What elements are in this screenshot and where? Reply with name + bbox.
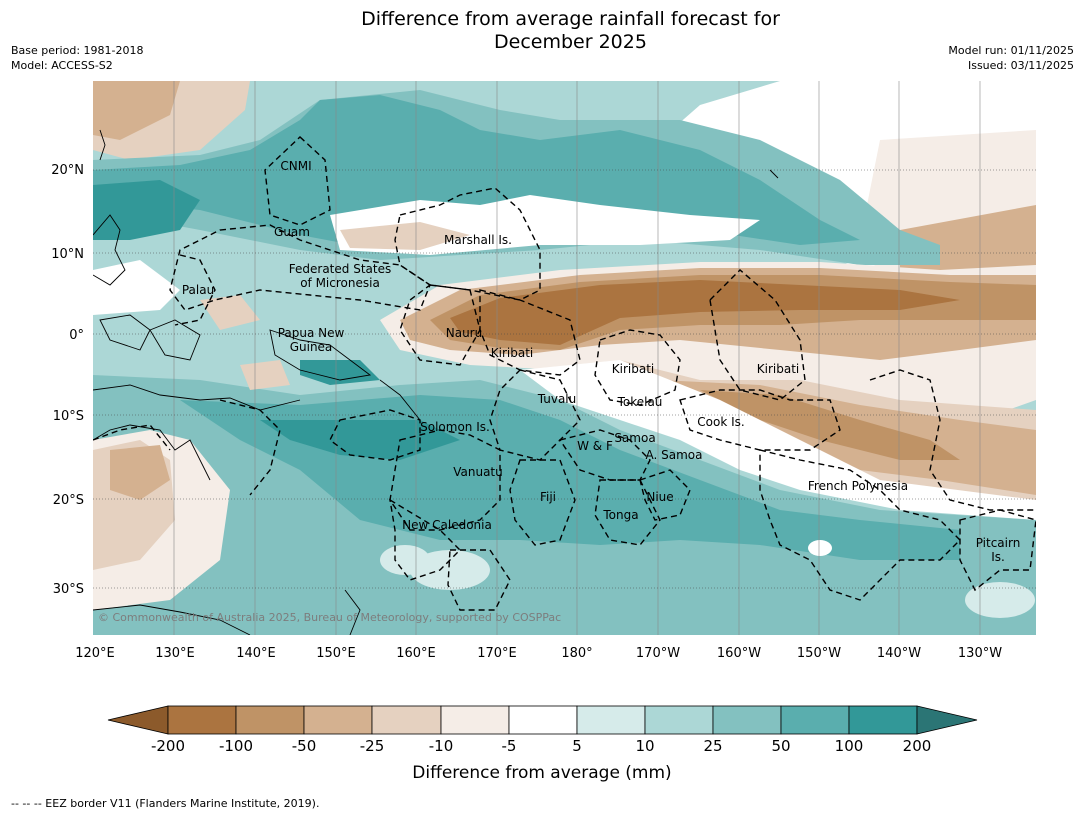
colorbar-bin [576,705,646,735]
label-new-caledonia: New Caledonia [402,518,492,532]
label-niue: Niue [646,490,673,504]
lon-tick: 180° [561,646,592,661]
colorbar-right-extension [916,705,978,735]
lat-tick: 20°N [51,163,84,178]
eez-footnote: -- -- -- EEZ border V11 (Flanders Marine… [11,797,320,810]
lon-tick: 140°W [877,646,921,661]
meta-right: Model run: 01/11/2025 Issued: 03/11/2025 [948,43,1074,73]
lat-tick: 10°N [51,247,84,262]
meta-left: Base period: 1981-2018 Model: ACCESS-S2 [11,43,143,73]
label-cnmi: CNMI [280,159,311,173]
label-palau: Palau [182,283,214,297]
colorbar-tick: 50 [771,737,790,755]
colorbar-tick: -5 [502,737,517,755]
colorbar-tick: 200 [903,737,932,755]
place-labels: CNMI Guam Marshall Is. Federated States … [98,159,1020,624]
lon-tick: 150°W [797,646,841,661]
colorbar: -200 -100 -50 -25 -10 -5 5 10 25 50 100 … [107,705,978,783]
label-samoa: Samoa [614,431,655,445]
colorbar-bin [440,705,510,735]
colorbar-tick: 100 [835,737,864,755]
rainfall-anomaly-field [93,81,1036,635]
copyright-notice: © Commonwealth of Australia 2025, Bureau… [98,611,561,624]
colorbar-bin [780,705,850,735]
colorbar-tick: -10 [429,737,454,755]
label-png-1: Papua New [278,326,345,340]
lon-tick: 130°W [958,646,1002,661]
lon-tick: 150°E [316,646,356,661]
label-cook: Cook Is. [697,415,744,429]
label-american-samoa: A. Samoa [646,448,703,462]
label-nauru: Nauru [446,326,482,340]
latitude-tick-labels: 20°N 10°N 0° 10°S 20°S 30°S [51,163,84,597]
lon-tick: 130°E [155,646,195,661]
label-fiji: Fiji [540,490,556,504]
coastlines [93,129,779,635]
label-fsm-1: Federated States [289,262,391,276]
colorbar-bin [303,705,373,735]
colorbar-tick: -25 [360,737,385,755]
title-line-2: December 2025 [494,31,647,53]
issued-date: Issued: 03/11/2025 [967,59,1074,72]
lon-tick: 170°W [636,646,680,661]
eez-borders [93,136,1036,611]
lon-tick: 120°E [75,646,115,661]
label-pitcairn-2: Is. [991,550,1005,564]
colorbar-tick: 10 [635,737,654,755]
lon-tick: 140°E [236,646,276,661]
label-png-2: Guinea [290,340,333,354]
colorbar-left-extension [107,705,169,735]
label-solomon: Solomon Is. [420,420,490,434]
colorbar-tick: 25 [703,737,722,755]
colorbar-bin [848,705,918,735]
longitude-tick-labels: 120°E 130°E 140°E 150°E 160°E 170°E 180°… [75,646,1002,661]
colorbar-bin [371,705,442,735]
label-french-polynesia: French Polynesia [808,479,908,493]
label-fsm-2: of Micronesia [300,276,380,290]
label-tonga: Tonga [602,508,638,522]
model-name: Model: ACCESS-S2 [11,59,113,72]
lat-tick: 0° [69,328,84,343]
label-kiribati-west: Kiribati [491,346,533,360]
colorbar-tick: -50 [292,737,317,755]
lon-tick: 160°W [717,646,761,661]
label-tokelau: Tokelau [617,395,663,409]
label-marshall: Marshall Is. [444,233,512,247]
label-pitcairn-1: Pitcairn [976,536,1021,550]
colorbar-title: Difference from average (mm) [412,763,671,783]
colorbar-tick: -200 [151,737,185,755]
colorbar-bin [644,705,714,735]
label-vanuatu: Vanuatu [453,465,503,479]
label-kiribati-central: Kiribati [612,362,654,376]
title-line-1: Difference from average rainfall forecas… [361,8,780,30]
lon-tick: 170°E [477,646,517,661]
lat-tick: 10°S [53,409,84,424]
lat-tick: 30°S [53,582,84,597]
colorbar-tick: -100 [219,737,253,755]
map-title: Difference from average rainfall forecas… [0,8,1085,54]
base-period: Base period: 1981-2018 [11,44,144,57]
graticule [173,81,981,635]
colorbar-tick: 5 [572,737,582,755]
lon-tick: 160°E [396,646,436,661]
colorbar-bin [712,705,782,735]
latitude-lines [93,169,1036,589]
colorbar-bin [508,705,578,735]
label-tuvalu: Tuvalu [537,392,577,406]
model-run: Model run: 01/11/2025 [948,44,1074,57]
colorbar-bin [235,705,305,735]
label-wf: W & F [577,439,613,453]
lat-tick: 20°S [53,493,84,508]
label-guam: Guam [274,225,310,239]
colorbar-bin [167,705,237,735]
label-kiribati-east: Kiribati [757,362,799,376]
